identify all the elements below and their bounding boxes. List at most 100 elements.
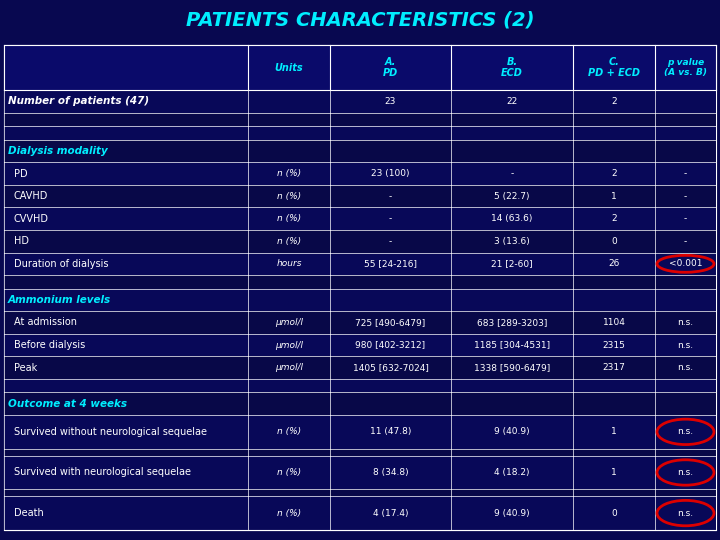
Text: C.
PD + ECD: C. PD + ECD [588,57,640,78]
Text: 2: 2 [611,214,617,223]
Text: n (%): n (%) [277,237,301,246]
Text: 9 (40.9): 9 (40.9) [494,509,530,517]
Bar [4,113,716,126]
Text: -: - [389,237,392,246]
Bar [4,230,716,253]
Text: n (%): n (%) [277,509,301,517]
Text: -: - [389,192,392,201]
Text: At admission: At admission [14,318,77,327]
Text: 5 (22.7): 5 (22.7) [494,192,530,201]
Text: 2: 2 [611,97,617,106]
Text: Units: Units [275,63,303,72]
Text: 26: 26 [608,259,620,268]
Text: 11 (47.8): 11 (47.8) [370,427,411,436]
Bar [4,393,716,415]
Text: μmol/l: μmol/l [275,318,303,327]
Bar [4,496,716,530]
Bar [4,140,716,163]
Text: hours: hours [276,259,302,268]
Text: Outcome at 4 weeks: Outcome at 4 weeks [8,399,127,409]
Text: -: - [684,169,687,178]
Text: 3 (13.6): 3 (13.6) [494,237,530,246]
Text: 1: 1 [611,192,617,201]
Text: μmol/l: μmol/l [275,341,303,349]
Text: Number of patients (47): Number of patients (47) [8,97,149,106]
Text: Survived with neurological sequelae: Survived with neurological sequelae [14,468,191,477]
Text: -: - [684,214,687,223]
Text: 23: 23 [384,97,396,106]
Text: 9 (40.9): 9 (40.9) [494,427,530,436]
Text: n.s.: n.s. [678,509,693,517]
Text: 0: 0 [611,509,617,517]
Text: n (%): n (%) [277,214,301,223]
Text: 1: 1 [611,468,617,477]
Text: Death: Death [14,508,44,518]
Text: 22: 22 [506,97,518,106]
Text: PD: PD [14,168,27,179]
Bar [4,207,716,230]
Text: <0.001: <0.001 [669,259,702,268]
Text: -: - [684,192,687,201]
Text: B.
ECD: B. ECD [501,57,523,78]
Text: n (%): n (%) [277,427,301,436]
Text: n.s.: n.s. [678,341,693,349]
Text: CAVHD: CAVHD [14,191,48,201]
Bar [4,356,716,379]
Text: 4 (17.4): 4 (17.4) [373,509,408,517]
Text: A.
PD: A. PD [383,57,398,78]
Text: Before dialysis: Before dialysis [14,340,85,350]
Text: n.s.: n.s. [678,363,693,372]
Bar [4,90,716,113]
Text: 1: 1 [611,427,617,436]
Bar [4,456,716,489]
Bar [4,253,716,275]
Text: 725 [490-6479]: 725 [490-6479] [356,318,426,327]
Bar [4,45,716,90]
Text: Dialysis modality: Dialysis modality [8,146,108,156]
Text: 4 (18.2): 4 (18.2) [494,468,530,477]
Bar [4,185,716,207]
Bar [4,45,716,530]
Bar [4,275,716,288]
Text: 8 (34.8): 8 (34.8) [373,468,408,477]
Text: n (%): n (%) [277,468,301,477]
Bar [4,379,716,393]
Bar [4,415,716,449]
Text: 2315: 2315 [603,341,626,349]
Text: -: - [389,214,392,223]
Text: p value
(A vs. B): p value (A vs. B) [664,58,707,77]
Bar [4,311,716,334]
Text: Duration of dialysis: Duration of dialysis [14,259,109,269]
Bar [4,449,716,456]
Text: Peak: Peak [14,362,37,373]
Text: 1405 [632-7024]: 1405 [632-7024] [353,363,428,372]
Text: 14 (63.6): 14 (63.6) [491,214,533,223]
Text: 1104: 1104 [603,318,626,327]
Bar [4,288,716,311]
Text: Ammonium levels: Ammonium levels [8,295,111,305]
Text: -: - [684,237,687,246]
Text: 2: 2 [611,169,617,178]
Text: CVVHD: CVVHD [14,214,49,224]
Bar [4,126,716,140]
Text: 1338 [590-6479]: 1338 [590-6479] [474,363,550,372]
Text: 683 [289-3203]: 683 [289-3203] [477,318,547,327]
Text: 23 (100): 23 (100) [372,169,410,178]
Text: 55 [24-216]: 55 [24-216] [364,259,417,268]
Text: n.s.: n.s. [678,468,693,477]
Text: 2317: 2317 [603,363,626,372]
Text: PATIENTS CHARACTERISTICS (2): PATIENTS CHARACTERISTICS (2) [186,10,534,29]
Bar [4,489,716,496]
Text: -: - [510,169,513,178]
Text: μmol/l: μmol/l [275,363,303,372]
Text: 980 [402-3212]: 980 [402-3212] [356,341,426,349]
Bar [4,163,716,185]
Text: 21 [2-60]: 21 [2-60] [491,259,533,268]
Text: 1185 [304-4531]: 1185 [304-4531] [474,341,550,349]
Text: n.s.: n.s. [678,318,693,327]
Text: n (%): n (%) [277,192,301,201]
Text: Survived without neurological sequelae: Survived without neurological sequelae [14,427,207,437]
Text: HD: HD [14,237,29,246]
Bar [4,334,716,356]
Text: n.s.: n.s. [678,427,693,436]
